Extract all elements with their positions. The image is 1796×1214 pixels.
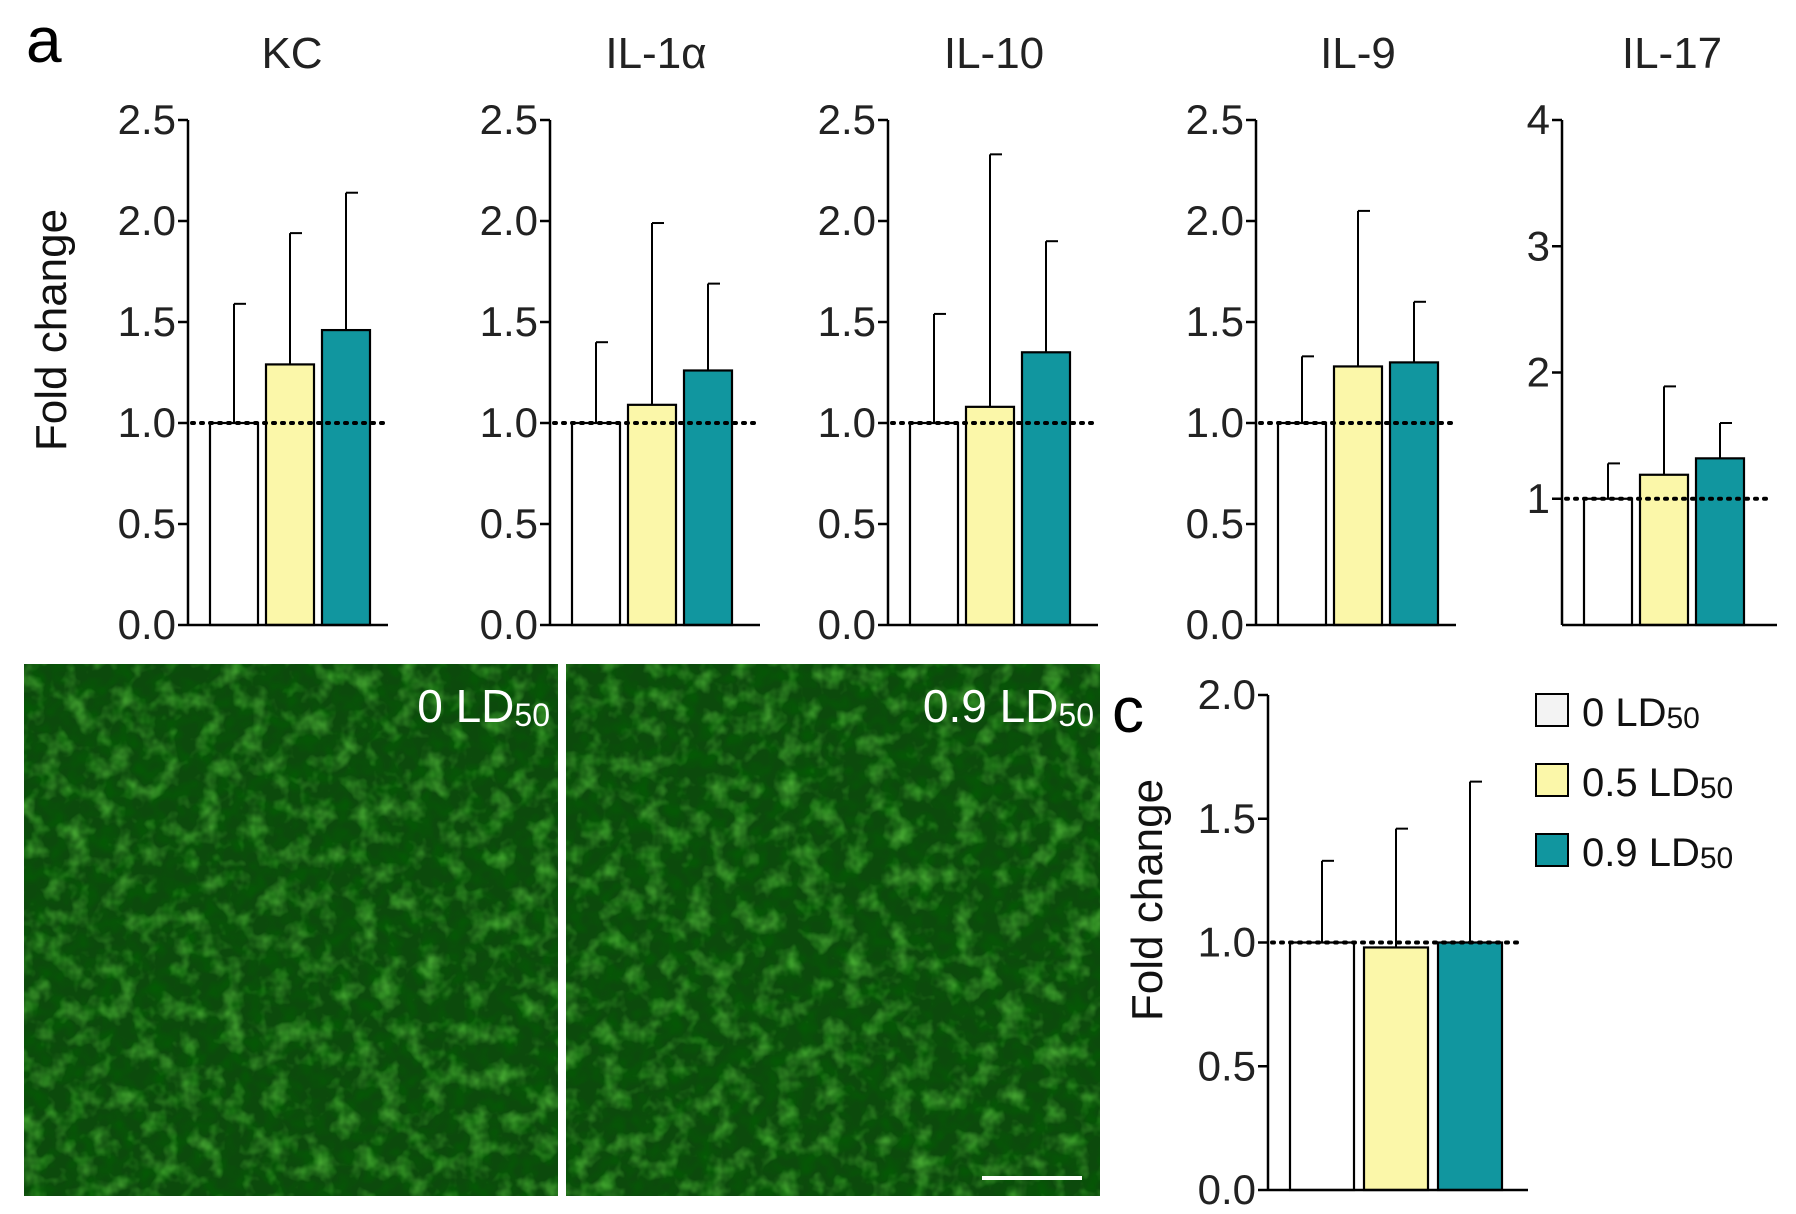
chart-il-17-tick-label: 3 xyxy=(1527,222,1550,269)
chart-il-17-bar-0-ld50 xyxy=(1582,497,1634,627)
chart-microglia-fold-change: 0.0 0.5 1.0 1.5 2.0 xyxy=(1198,671,1528,1213)
chart-il-1a-title: IL-1α xyxy=(605,29,706,78)
chart-il-17-bar-0-9-ld50 xyxy=(1694,457,1746,627)
chart-c-bar-0-5-ld50 xyxy=(1362,946,1430,1192)
chart-il-17: IL-17 1 2 3 4 xyxy=(1527,29,1777,627)
chart-il-17-tick-label: 2 xyxy=(1527,349,1550,396)
chart-il-9-tick-label: 2.5 xyxy=(1186,96,1244,143)
y-axis-label-c: Fold change xyxy=(1123,779,1172,1021)
legend-swatch-0-5-ld50 xyxy=(1535,763,1569,797)
micrograph-treated-signal xyxy=(566,664,1100,1196)
panel-letter-a: a xyxy=(26,4,62,76)
chart-kc-bar-0-ld50 xyxy=(208,421,260,627)
chart-il-1a-tick-label: 1.5 xyxy=(480,298,538,345)
chart-il-17-tick-label: 1 xyxy=(1527,475,1550,522)
chart-il-1a-tick-label: 0.0 xyxy=(480,601,538,648)
chart-il-10-tick-label: 1.0 xyxy=(818,399,876,446)
legend-label-0-5-ld50: 0.5 LD50 xyxy=(1582,761,1733,805)
chart-il-9: IL-9 0.0 0.5 1.0 1.5 2.0 2.5 xyxy=(1186,29,1456,648)
chart-il-9-bar-0-ld50 xyxy=(1276,421,1328,627)
y-axis-label-a: Fold change xyxy=(27,209,76,451)
chart-kc-tick-label: 2.0 xyxy=(118,197,176,244)
chart-c-tick-label: 1.5 xyxy=(1198,795,1256,842)
chart-kc-title: KC xyxy=(261,29,322,78)
chart-kc-bar-0-9-ld50 xyxy=(320,328,372,627)
chart-il-1a-tick-label: 1.0 xyxy=(480,399,538,446)
chart-il-1a-bar-0-9-ld50 xyxy=(682,369,734,627)
legend-label-0-ld50: 0 LD50 xyxy=(1582,691,1700,735)
chart-il-10-title: IL-10 xyxy=(944,29,1044,78)
chart-il-10-bar-0-9-ld50 xyxy=(1020,351,1072,627)
chart-il-9-tick-label: 1.5 xyxy=(1186,298,1244,345)
chart-il-10-tick-label: 0.0 xyxy=(818,601,876,648)
chart-kc-tick-label: 0.0 xyxy=(118,601,176,648)
chart-il-10-tick-label: 2.5 xyxy=(818,96,876,143)
chart-kc-tick-label: 1.5 xyxy=(118,298,176,345)
chart-il-1a: IL-1α 0.0 0.5 1.0 1.5 2.0 2.5 xyxy=(480,29,760,648)
chart-kc-tick-label: 2.5 xyxy=(118,96,176,143)
chart-il-17-tick-label: 4 xyxy=(1527,96,1550,143)
chart-il-17-title: IL-17 xyxy=(1622,29,1722,78)
chart-il-1a-bar-0-5-ld50 xyxy=(626,403,678,627)
chart-il-1a-tick-label: 0.5 xyxy=(480,500,538,547)
chart-il-9-tick-label: 0.0 xyxy=(1186,601,1244,648)
chart-c-tick-label: 0.5 xyxy=(1198,1042,1256,1089)
chart-il-1a-tick-label: 2.5 xyxy=(480,96,538,143)
chart-il-9-bar-0-9-ld50 xyxy=(1388,361,1440,627)
micrograph-control: 0 LD50 xyxy=(24,664,558,1196)
legend: 0 LD50 0.5 LD50 0.9 LD50 xyxy=(1535,691,1733,875)
chart-il-9-tick-label: 1.0 xyxy=(1186,399,1244,446)
micrograph-control-label: 0 LD50 xyxy=(417,680,550,733)
chart-il-10-bar-0-ld50 xyxy=(908,421,960,627)
chart-il-9-tick-label: 0.5 xyxy=(1186,500,1244,547)
chart-il-9-title: IL-9 xyxy=(1320,29,1396,78)
chart-c-bar-0-9-ld50 xyxy=(1436,941,1504,1192)
chart-il-1a-tick-label: 2.0 xyxy=(480,197,538,244)
legend-swatch-0-ld50 xyxy=(1535,693,1569,727)
chart-il-10-tick-label: 2.0 xyxy=(818,197,876,244)
legend-swatch-0-9-ld50 xyxy=(1535,833,1569,867)
chart-il-10: IL-10 0.0 0.5 1.0 1.5 2.0 2.5 xyxy=(818,29,1098,648)
chart-c-tick-label: 1.0 xyxy=(1198,919,1256,966)
chart-c-tick-label: 2.0 xyxy=(1198,671,1256,718)
chart-il-9-bar-0-5-ld50 xyxy=(1332,365,1384,627)
chart-kc-tick-label: 0.5 xyxy=(118,500,176,547)
panel-letter-c: c xyxy=(1112,674,1144,746)
chart-il-9-tick-label: 2.0 xyxy=(1186,197,1244,244)
chart-kc-tick-label: 1.0 xyxy=(118,399,176,446)
chart-kc: KC 0.0 0.5 1.0 1.5 2.0 2.5 xyxy=(118,29,388,648)
micrograph-control-signal xyxy=(24,664,558,1196)
chart-il-10-tick-label: 0.5 xyxy=(818,500,876,547)
micrograph-treated: 0.9 LD50 xyxy=(566,664,1100,1196)
chart-c-tick-label: 0.0 xyxy=(1198,1166,1256,1213)
chart-il-10-bar-0-5-ld50 xyxy=(964,405,1016,627)
micrograph-treated-label: 0.9 LD50 xyxy=(923,680,1094,733)
legend-label-0-9-ld50: 0.9 LD50 xyxy=(1582,831,1733,875)
chart-il-1a-bar-0-ld50 xyxy=(570,421,622,627)
chart-kc-bar-0-5-ld50 xyxy=(264,363,316,627)
chart-il-10-tick-label: 1.5 xyxy=(818,298,876,345)
chart-c-bar-0-ld50 xyxy=(1288,941,1356,1192)
